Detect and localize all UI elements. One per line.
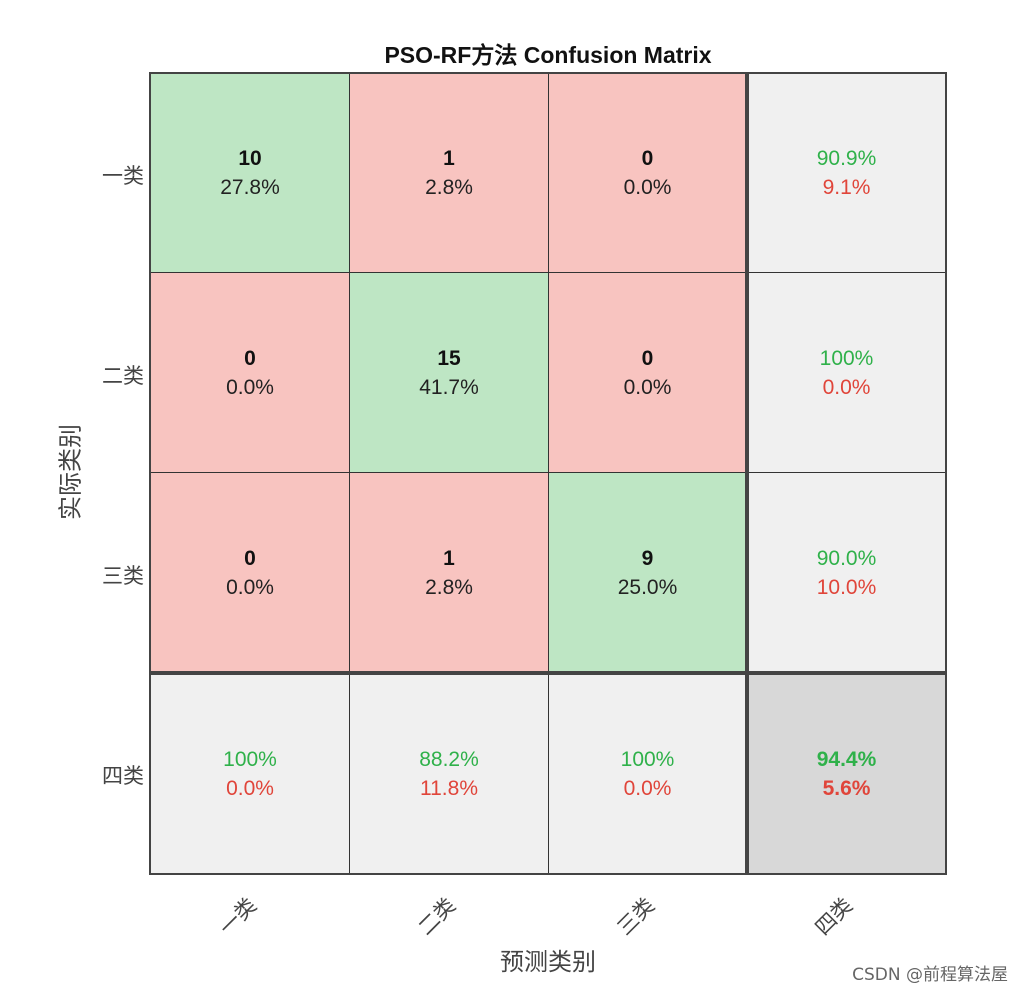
cell-percent: 27.8% [220,176,280,199]
watermark: CSDN @前程算法屋 [852,965,1008,985]
cell-count: 15 [437,346,461,370]
matrix-cell: 15 41.7% [349,272,549,473]
matrix-cell: 0 0.0% [150,272,350,473]
row-error-rate: 9.1% [822,176,871,199]
col-error-rate: 0.0% [623,776,672,800]
cell-count: 9 [641,546,654,570]
row-summary-cell: 100% 0.0% [747,272,946,473]
matrix-cell: 0 0.0% [548,73,747,273]
col-error-rate: 11.8% [420,776,478,800]
overall-error-rate: 5.6% [822,776,871,800]
x-axis-label: 预测类别 [500,948,596,976]
row-correct-rate: 90.0% [816,546,877,570]
row-summary-cell: 90.0% 10.0% [747,472,946,673]
cell-percent: 0.0% [623,375,672,399]
overall-accuracy-cell: 94.4% 5.6% [747,673,946,874]
y-tick-label: 四类 [102,764,144,788]
summary-column-divider [745,73,749,874]
cell-count: 10 [238,147,262,170]
cell-count: 1 [443,546,455,570]
y-axis-label: 实际类别 [56,424,85,520]
column-summary-cell: 100% 0.0% [150,673,350,874]
y-tick-label: 一类 [102,164,144,188]
x-tick-label: 三类 [612,893,660,940]
x-tick-label: 一类 [214,893,262,940]
col-error-rate: 0.0% [226,776,274,800]
summary-row-divider [150,671,946,675]
cell-percent: 0.0% [226,575,274,599]
column-summary-cell: 100% 0.0% [548,673,747,874]
x-tick-label: 四类 [810,893,858,940]
matrix-cell: 0 0.0% [548,272,747,473]
col-correct-rate: 100% [620,747,675,771]
cell-percent: 0.0% [623,176,672,199]
cell-percent: 2.8% [425,176,473,199]
matrix-cell: 1 2.8% [349,472,549,673]
matrix-cell: 9 25.0% [548,472,747,673]
y-tick-label: 三类 [102,564,144,588]
cell-percent: 0.0% [226,375,274,399]
cell-count: 0 [244,546,256,570]
cell-percent: 25.0% [617,575,678,599]
col-correct-rate: 100% [223,747,277,771]
chart-title: PSO-RF方法 Confusion Matrix [384,42,712,68]
cell-count: 1 [443,147,455,170]
row-summary-cell: 90.9% 9.1% [747,73,946,273]
matrix-cell: 10 27.8% [150,73,350,273]
overall-correct-rate: 94.4% [816,747,877,771]
column-summary-cell: 88.2% 11.8% [349,673,549,874]
row-correct-rate: 100% [819,346,874,370]
row-error-rate: 0.0% [822,375,871,399]
row-error-rate: 10.0% [816,575,877,599]
cell-percent: 2.8% [425,575,473,599]
cell-count: 0 [641,346,654,370]
cell-count: 0 [244,346,256,370]
cell-count: 0 [641,147,654,170]
matrix-cell: 1 2.8% [349,73,549,273]
row-correct-rate: 90.9% [816,147,877,170]
col-correct-rate: 88.2% [419,747,479,771]
matrix-cell: 0 0.0% [150,472,350,673]
x-tick-label: 二类 [413,893,461,940]
cell-percent: 41.7% [419,375,479,399]
y-tick-label: 二类 [102,364,144,388]
